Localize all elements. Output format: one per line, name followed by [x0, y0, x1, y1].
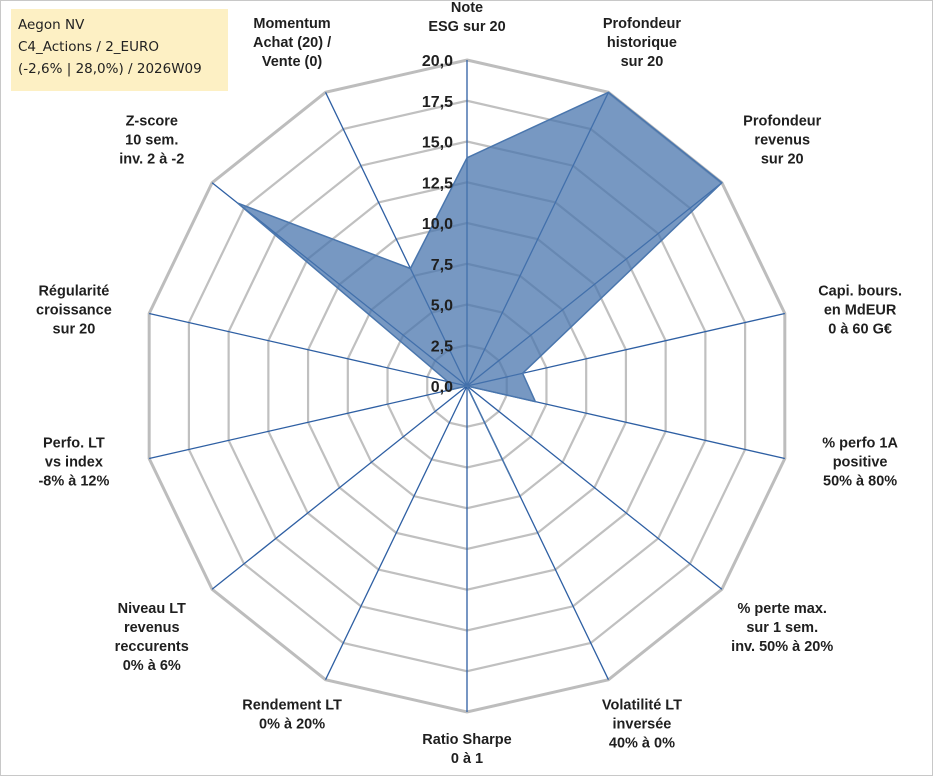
axis-label-line: inv. 50% à 20% — [731, 639, 833, 655]
axis-spoke — [211, 385, 468, 590]
axis-label-line: 0% à 6% — [123, 658, 181, 674]
axis-label-line: Z-score — [126, 114, 178, 130]
axis-label-line: Régularité — [38, 283, 109, 299]
axis-label: Ratio Sharpe 0 à 1 — [422, 732, 511, 767]
axis-label: Niveau LT revenus reccurents 0% à 6% — [115, 601, 189, 674]
axis-label: % perfo 1A positive 50% à 80% — [822, 436, 898, 490]
category-label: C4_Actions / 2_EURO — [18, 39, 159, 55]
tick-label: 7,5 — [431, 257, 453, 274]
tick-label: 20,0 — [422, 53, 453, 70]
axis-label-line: Perfo. LT — [43, 436, 105, 452]
axis-label-line: Profondeur — [743, 114, 821, 130]
axis-label-line: Capi. bours. — [818, 283, 902, 299]
axis-spoke — [324, 385, 468, 680]
axis-label: Note ESG sur 20 — [428, 0, 505, 35]
axis-label-line: revenus — [754, 133, 810, 149]
axis-label-line: Niveau LT — [118, 601, 186, 617]
series-area — [236, 91, 723, 483]
axis-label-line: sur 1 sem. — [746, 620, 818, 636]
performance-week-label: (-2,6% | 28,0%) / 2026W09 — [18, 61, 202, 77]
axis-label: Régularité croissance sur 20 — [36, 283, 112, 337]
tick-label: 0,0 — [431, 379, 453, 396]
axis-label-line: sur 20 — [53, 321, 96, 337]
axis-label-line: % perte max. — [738, 601, 827, 617]
axis-label: Capi. bours. en MdEUR 0 à 60 G€ — [818, 283, 902, 337]
axis-label-line: Momentum — [253, 16, 330, 32]
company-name: Aegon NV — [18, 17, 85, 33]
axis-label-line: reccurents — [115, 639, 189, 655]
axis-label-line: historique — [607, 35, 677, 51]
axis-label-line: sur 20 — [761, 152, 804, 168]
tick-label: 2,5 — [431, 338, 453, 355]
axis-label: Volatilité LT inversée 40% à 0% — [602, 698, 682, 752]
axis-label-line: Rendement LT — [242, 698, 342, 714]
axis-label-line: vs index — [45, 455, 103, 471]
axis-label-line: ESG sur 20 — [428, 19, 505, 35]
axis-label-line: revenus — [124, 620, 180, 636]
axis-label-line: Achat (20) / — [253, 35, 331, 51]
axis-spoke — [149, 312, 468, 387]
axis-label-line: Note — [451, 0, 483, 16]
tick-label: 10,0 — [422, 216, 453, 233]
tick-label: 17,5 — [422, 94, 453, 111]
axis-label: Rendement LT 0% à 20% — [242, 698, 342, 733]
axis-label: Z-score 10 sem. inv. 2 à -2 — [119, 114, 184, 168]
tick-label: 15,0 — [422, 135, 453, 152]
axis-label-line: % perfo 1A — [822, 436, 898, 452]
axis-label-line: sur 20 — [621, 54, 664, 70]
axis-label: Profondeur revenus sur 20 — [743, 114, 821, 168]
axis-label-line: 40% à 0% — [609, 736, 675, 752]
axis-label-line: 0% à 20% — [259, 717, 325, 733]
axis-label-line: inversée — [613, 717, 672, 733]
radar-tick-labels: 0,0 2,5 5,0 7,5 10,0 12,5 15,0 17,5 20,0 — [422, 53, 453, 396]
axis-label: Momentum Achat (20) / Vente (0) — [253, 16, 331, 70]
axis-label-line: en MdEUR — [824, 302, 897, 318]
axis-label-line: inv. 2 à -2 — [119, 152, 184, 168]
axis-label-line: 0 à 1 — [451, 751, 483, 767]
axis-spoke — [149, 385, 468, 460]
axis-label-line: croissance — [36, 302, 112, 318]
axis-label-line: Volatilité LT — [602, 698, 682, 714]
axis-label-line: -8% à 12% — [38, 474, 109, 490]
axis-label-line: Ratio Sharpe — [422, 732, 511, 748]
tick-label: 5,0 — [431, 298, 453, 315]
axis-label: % perte max. sur 1 sem. inv. 50% à 20% — [731, 601, 833, 655]
tick-label: 12,5 — [422, 175, 453, 192]
axis-spoke — [466, 385, 723, 590]
chart-header-box: Aegon NV C4_Actions / 2_EURO (-2,6% | 28… — [11, 9, 228, 91]
axis-label-line: positive — [833, 455, 888, 471]
radar-series — [236, 91, 723, 483]
axis-label-line: Profondeur — [603, 16, 681, 32]
axis-label: Profondeur historique sur 20 — [603, 16, 681, 70]
axis-label-line: 50% à 80% — [823, 474, 897, 490]
axis-label: Perfo. LT vs index -8% à 12% — [38, 436, 109, 490]
axis-label-line: 0 à 60 G€ — [828, 321, 892, 337]
axis-label-line: 10 sem. — [125, 133, 178, 149]
radar-axis-labels: Note ESG sur 20 Profondeur historique sur 20… — [36, 0, 902, 767]
axis-label-line: Vente (0) — [262, 54, 323, 70]
